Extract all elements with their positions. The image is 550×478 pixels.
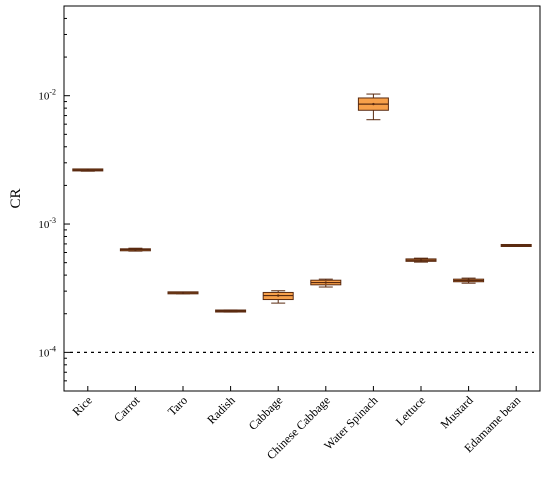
x-category-label: Mustard — [438, 393, 476, 431]
y-tick-label: 10-2 — [38, 88, 56, 103]
mean-marker — [181, 291, 185, 295]
x-category-label: Taro — [165, 393, 190, 418]
y-tick-label: 10-3 — [38, 216, 56, 231]
x-category-label: Radish — [204, 393, 237, 426]
mean-marker — [277, 294, 280, 297]
box-carrot — [119, 247, 151, 252]
mean-marker — [229, 309, 232, 313]
x-category-label: Carrot — [111, 393, 143, 425]
box-rice — [72, 168, 104, 172]
plot-area-frame — [63, 5, 541, 392]
mean-marker — [324, 281, 327, 284]
mean-marker — [134, 248, 137, 251]
box-water-spinach — [357, 93, 389, 121]
x-category-label: Cabbage — [246, 393, 286, 433]
box-chinese-cabbage — [310, 278, 342, 288]
box-series — [72, 93, 532, 313]
mean-marker — [515, 244, 518, 247]
box-taro — [167, 291, 199, 295]
x-category-label: Lettuce — [393, 393, 428, 428]
mean-marker — [467, 279, 470, 282]
y-axis-ticks: 10-4 10-3 10-2 — [38, 5, 70, 392]
mean-marker — [86, 168, 90, 172]
box-mustard — [453, 277, 485, 284]
box-edamame-bean — [500, 243, 532, 247]
y-tick-label: 10-4 — [38, 344, 56, 359]
box-cabbage — [262, 290, 294, 304]
box-radish — [215, 309, 247, 313]
mean-marker — [419, 259, 423, 262]
y-axis-title: CR — [8, 188, 24, 208]
mean-marker — [372, 102, 375, 106]
box-lettuce — [405, 257, 437, 263]
x-category-label: Rice — [69, 393, 94, 418]
